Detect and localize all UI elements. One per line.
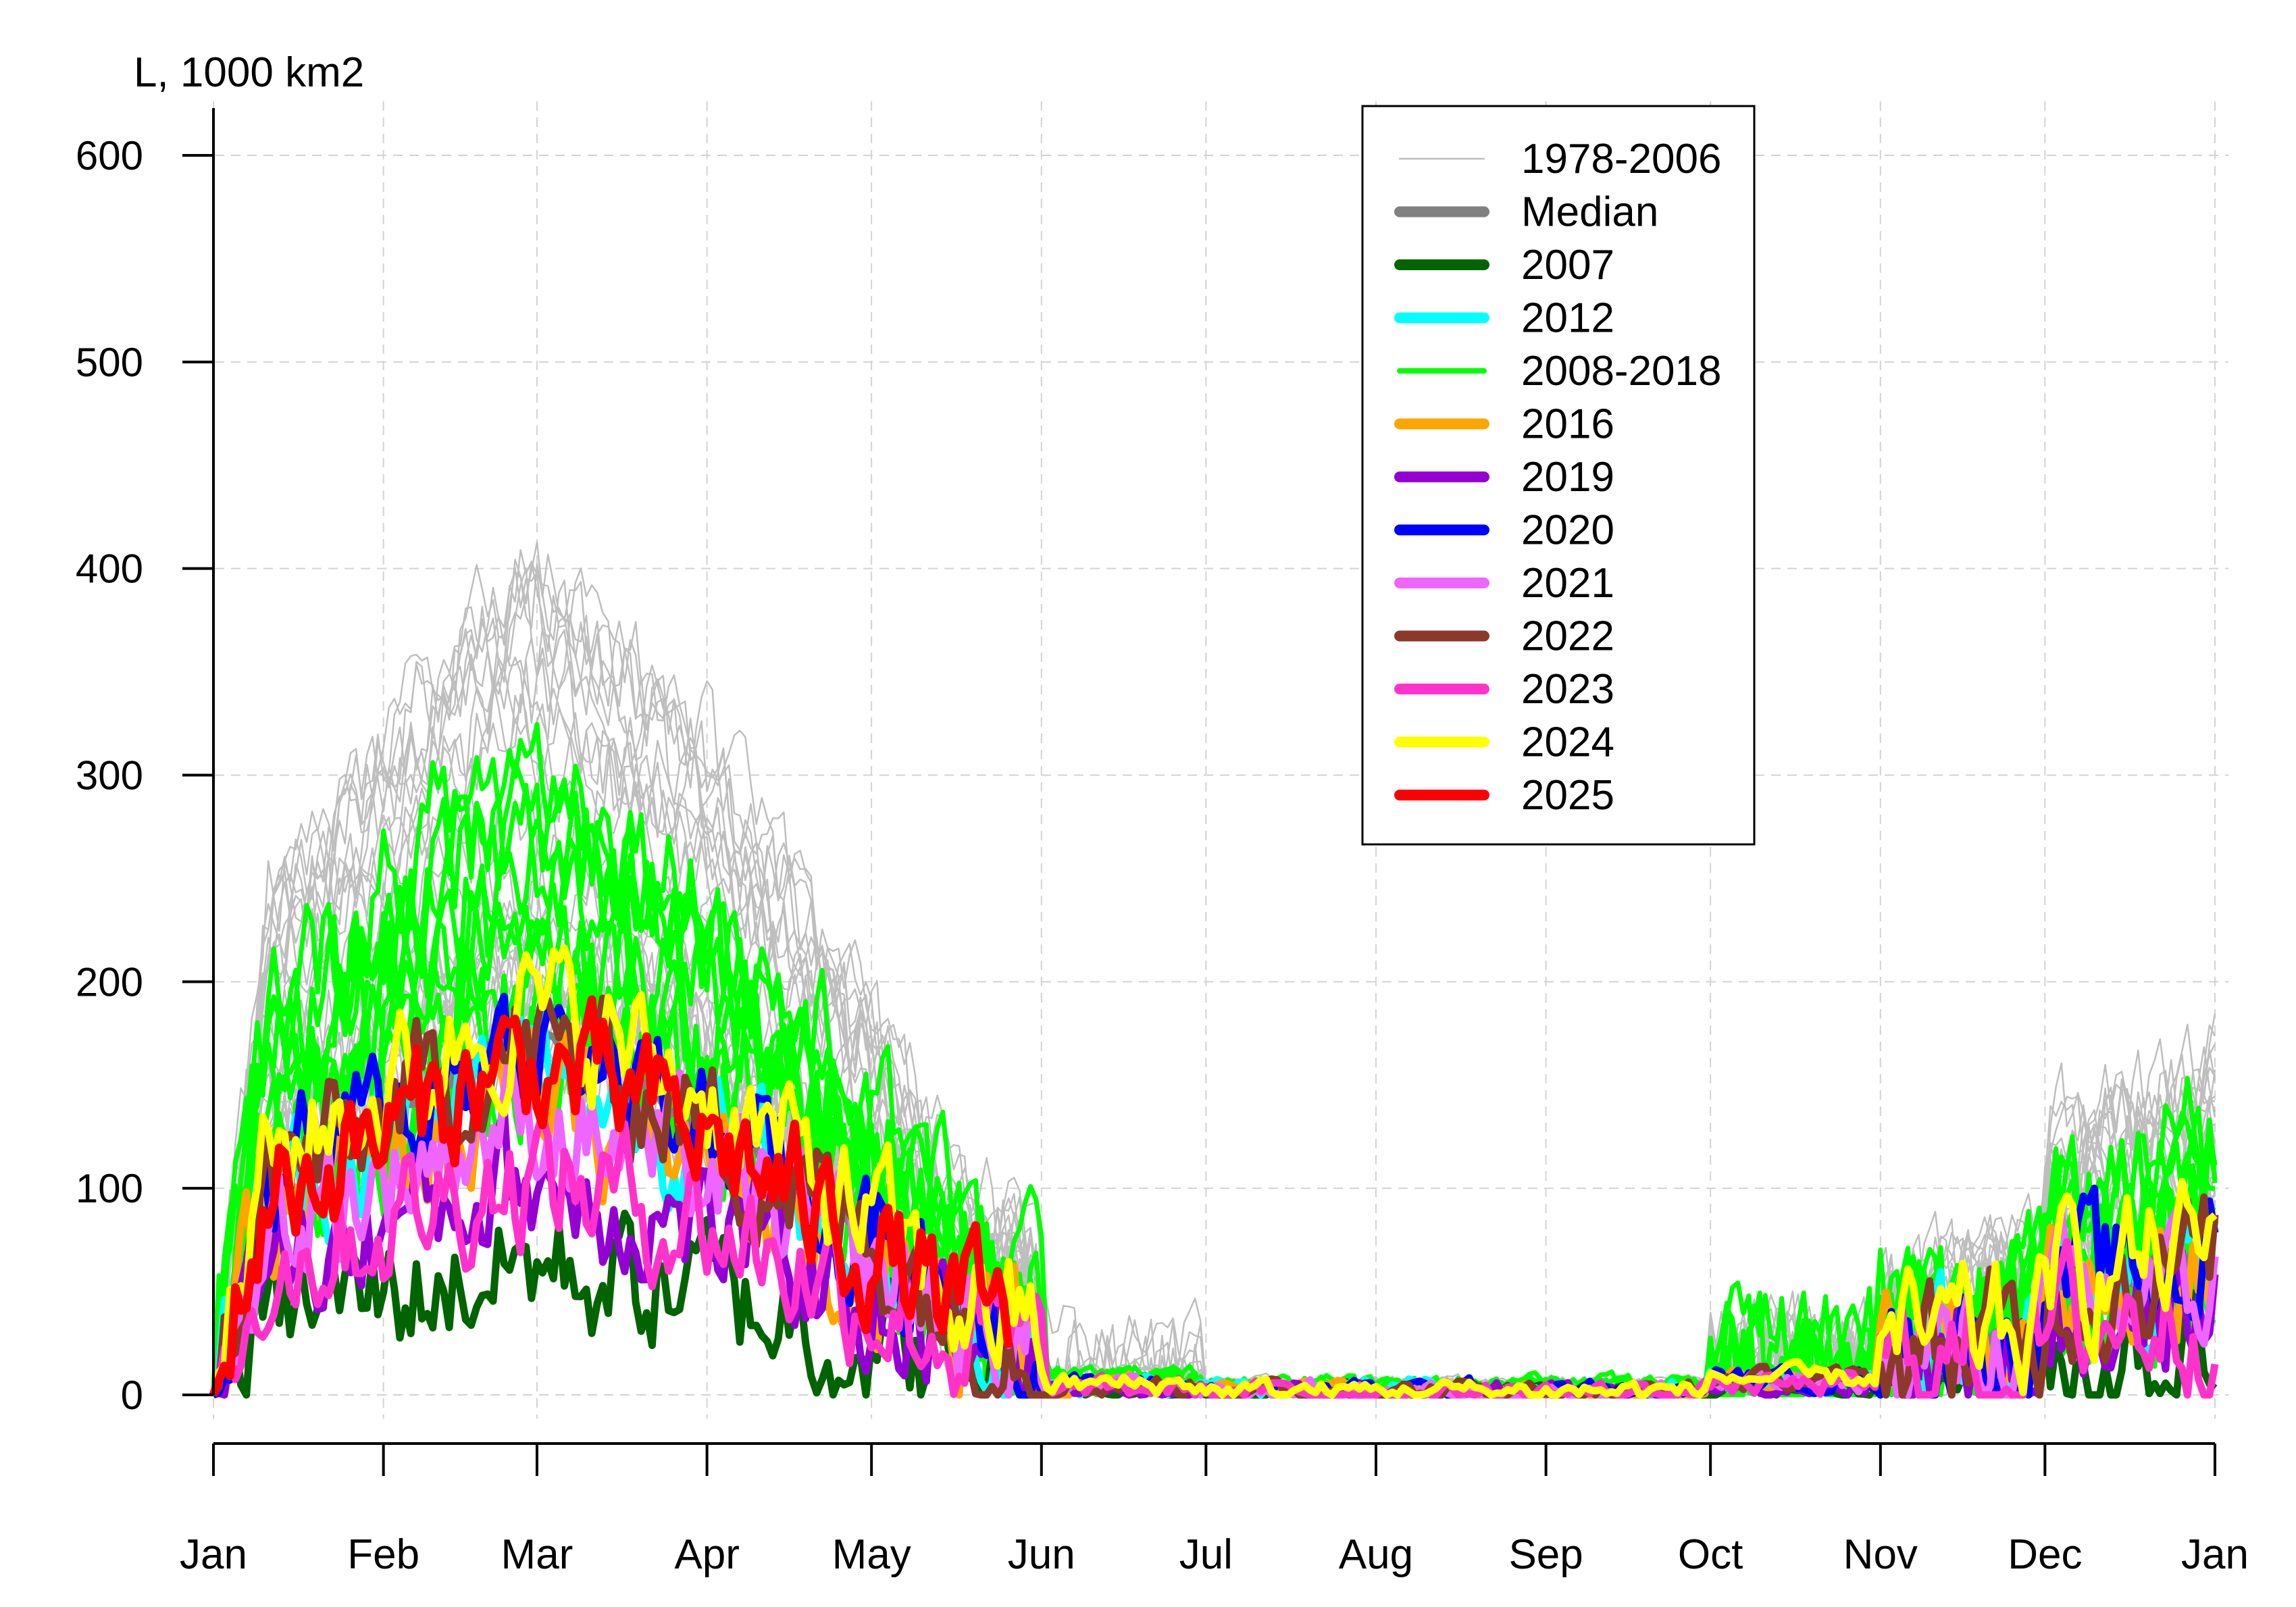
legend-label: 2007	[1521, 242, 1614, 288]
y-tick-label: 100	[76, 1166, 143, 1211]
legend-label: 1978-2006	[1521, 136, 1722, 182]
x-tick-label: May	[832, 1531, 911, 1578]
x-tick-label: Nov	[1843, 1531, 1918, 1578]
legend-label: 2022	[1521, 613, 1614, 660]
y-tick-label: 200	[76, 959, 143, 1004]
legend-label: 2023	[1521, 666, 1614, 713]
legend-label: 2021	[1521, 560, 1614, 607]
x-tick-label: Dec	[2008, 1531, 2082, 1578]
y-tick-label: 0	[121, 1373, 143, 1418]
y-tick-label: 400	[76, 546, 143, 592]
x-tick-label: Jul	[1179, 1531, 1233, 1578]
legend-label: 2024	[1521, 719, 1614, 766]
legend-label: 2025	[1521, 772, 1614, 819]
legend-label: 2012	[1521, 295, 1614, 342]
x-tick-label: Mar	[501, 1531, 573, 1578]
x-tick-label: Apr	[674, 1531, 739, 1578]
y-tick-label: 600	[76, 133, 143, 178]
x-tick-label: Oct	[1678, 1531, 1743, 1578]
legend: 1978-2006 Median 2007 2012 2008-2018 2016 2019…	[1361, 105, 1756, 846]
y-axis-label: L, 1000 km2	[134, 49, 364, 96]
y-tick-label: 500	[76, 340, 143, 385]
series-line-2024	[209, 944, 2218, 1399]
year-series-group	[209, 944, 2219, 1399]
axes: 0 100 200 300 400 500 600 Jan Feb Mar Apr May Jun Jul…	[76, 108, 2249, 1578]
legend-label: 2020	[1521, 507, 1614, 554]
x-tick-label: Jan	[180, 1531, 247, 1578]
x-tick-label: Aug	[1339, 1531, 1413, 1578]
x-tick-label: Feb	[347, 1531, 419, 1578]
legend-label: Median	[1521, 189, 1658, 236]
legend-label: 2008-2018	[1521, 348, 1722, 394]
legend-label: 2019	[1521, 454, 1614, 501]
series-line-2025	[209, 995, 1013, 1397]
x-tick-label: Sep	[1508, 1531, 1583, 1578]
x-tick-label: Jun	[1008, 1531, 1075, 1578]
legend-label: 2016	[1521, 401, 1614, 448]
x-tick-label: Jan	[2181, 1531, 2249, 1578]
y-tick-label: 300	[76, 753, 143, 798]
